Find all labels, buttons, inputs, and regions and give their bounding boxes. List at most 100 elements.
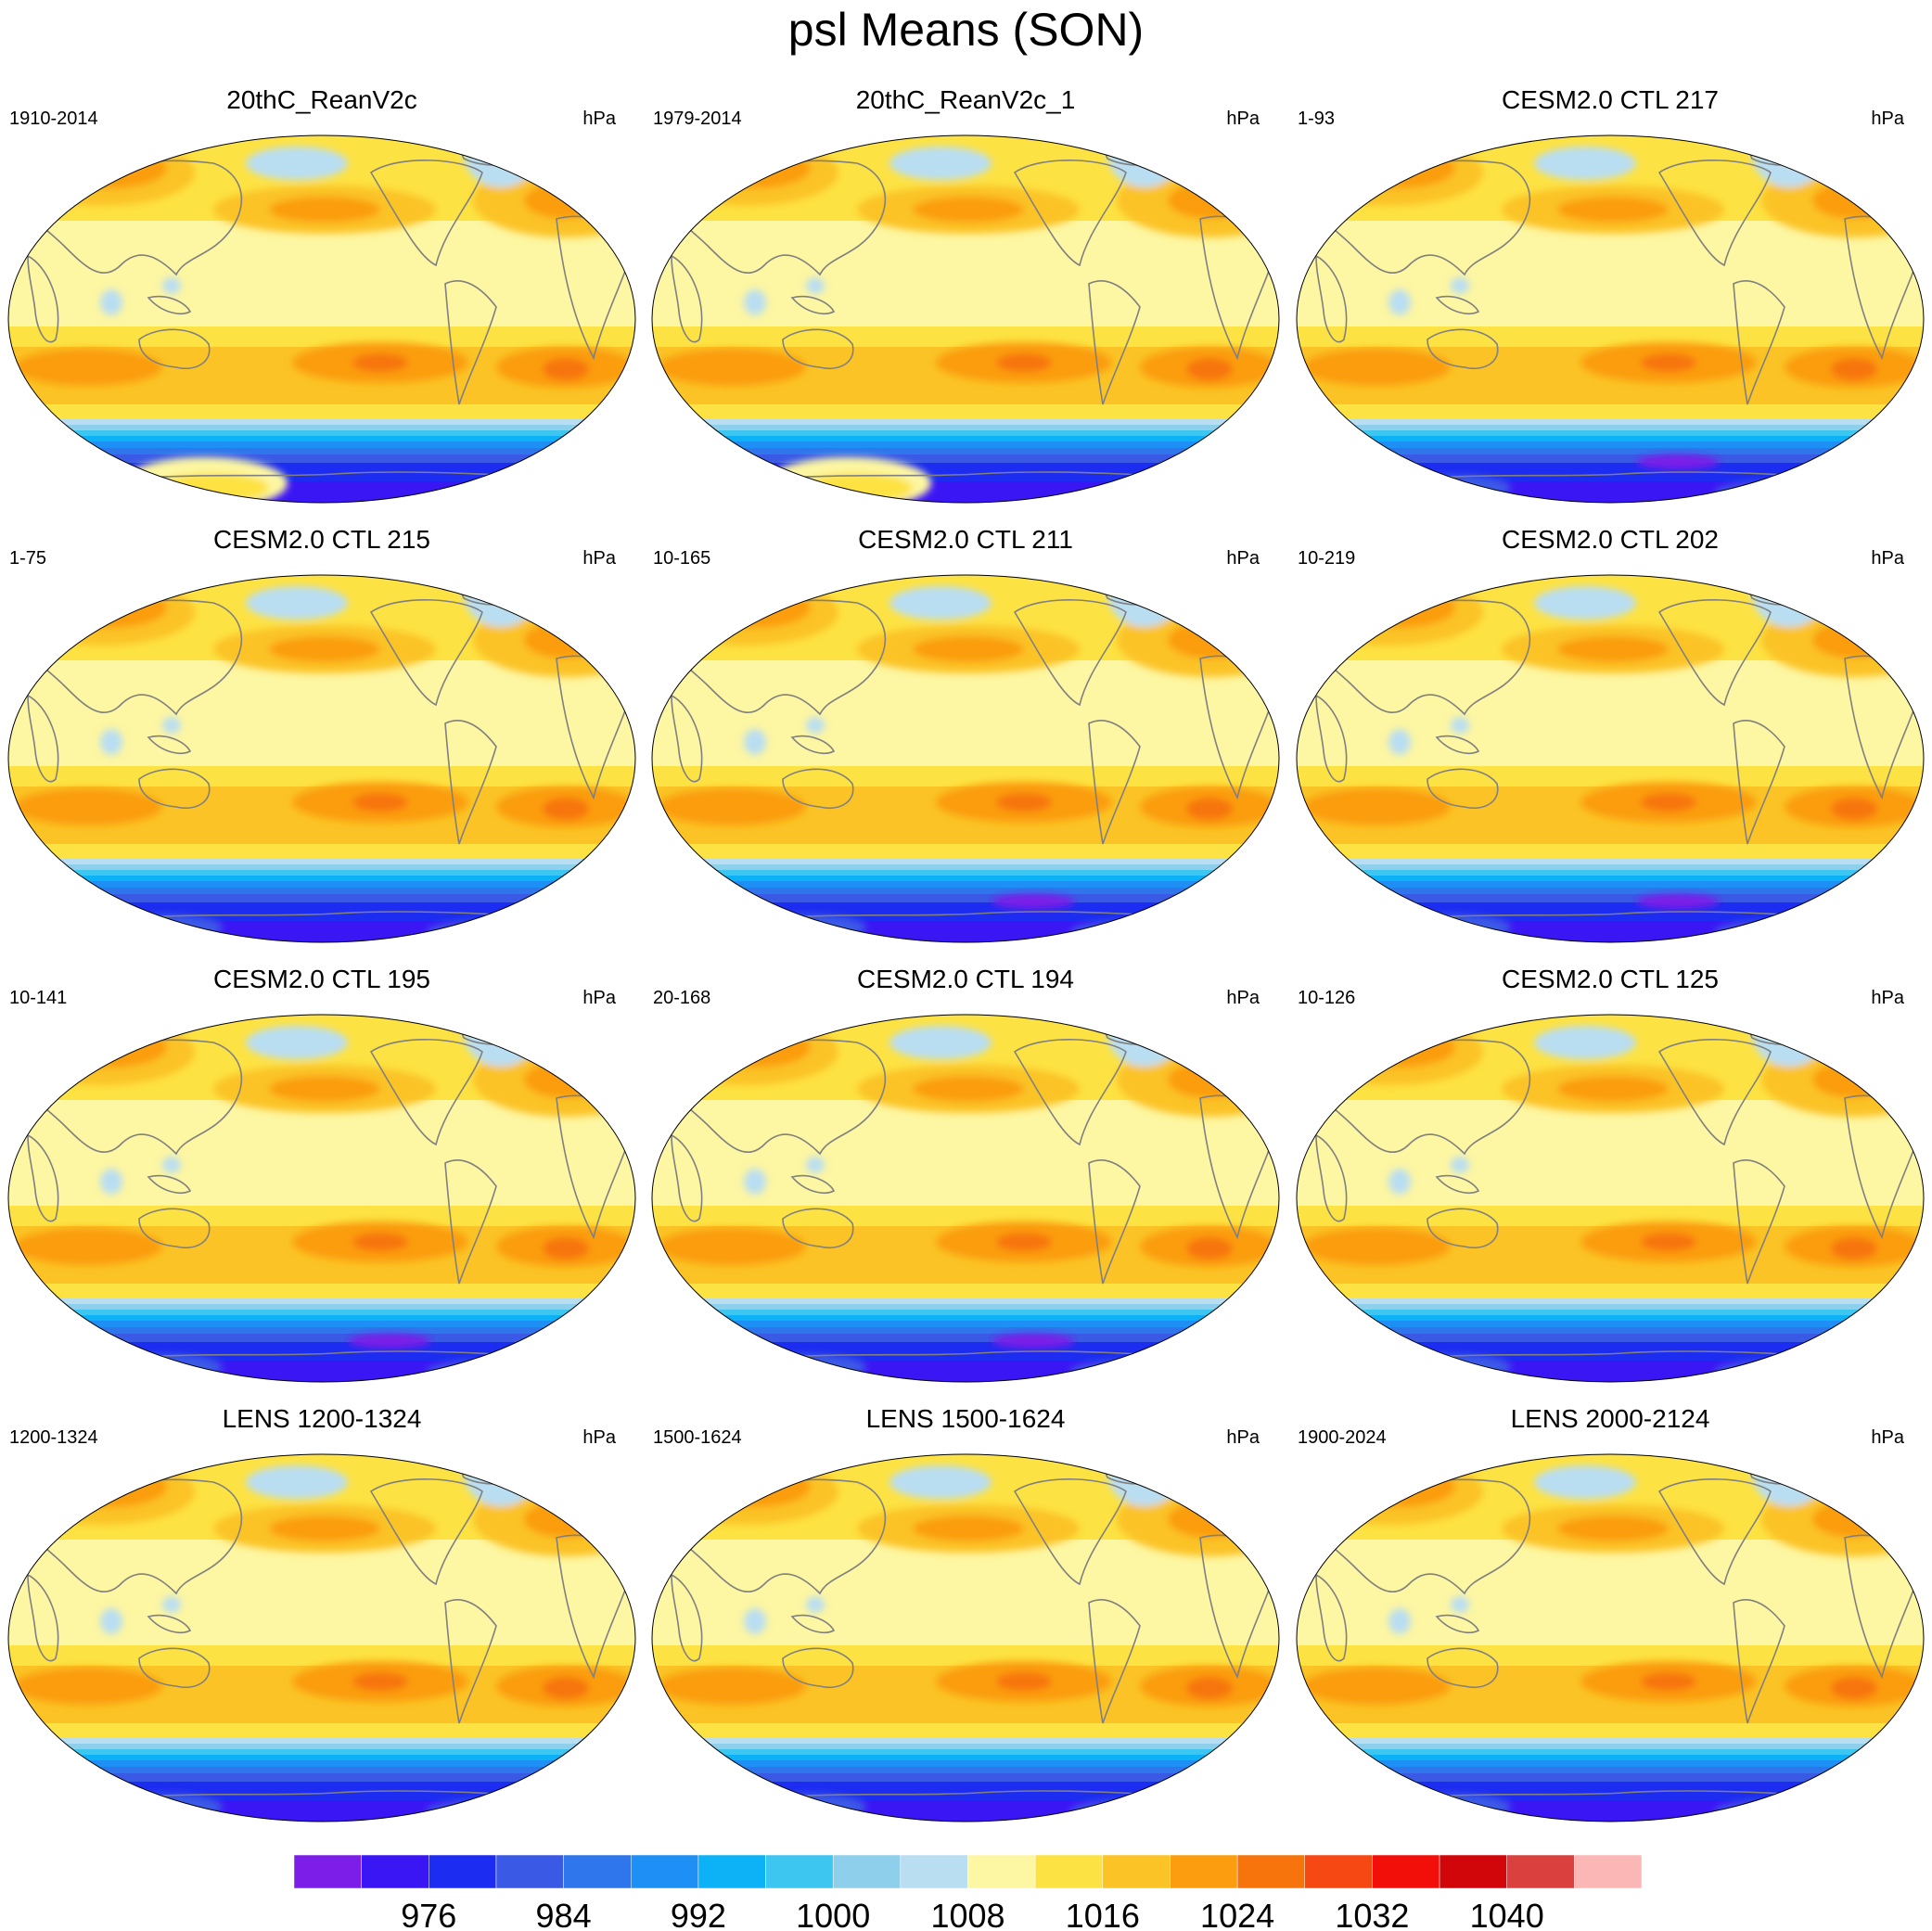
psl-high-sindian [658, 1668, 806, 1705]
psl-low-tropical [806, 717, 825, 734]
psl-low-icelandic [1107, 575, 1182, 627]
panel-period-label: 10-126 [1298, 988, 1356, 1008]
psl-low-aleutian [889, 147, 992, 180]
psl-band-subpolar [8, 876, 635, 881]
psl-band-subpolar [1297, 921, 1924, 942]
psl-band-subpolar [1297, 1782, 1924, 1800]
coastline [1657, 599, 1772, 707]
psl-high-siberia [56, 587, 167, 628]
psl-band-subpolar [1297, 1342, 1924, 1361]
coastline [1306, 599, 1531, 716]
coastline [444, 280, 497, 405]
colorbar-tick-label: 976 [401, 1897, 456, 1931]
psl-band-subpolar [8, 894, 635, 902]
map-frame [7, 574, 636, 943]
psl-band-subpolar [8, 1744, 635, 1749]
colorbar-swatch [631, 1854, 699, 1889]
panel-period-label: 1-93 [1298, 109, 1336, 129]
psl-high-sindian [14, 1668, 162, 1705]
psl-band-subpolar [1297, 1744, 1924, 1749]
psl-band-subpolar [8, 902, 635, 921]
colorbar-swatch [429, 1854, 497, 1889]
coastline [782, 1647, 854, 1688]
psl-band-subpolar [652, 1782, 1279, 1800]
coastline [1088, 1159, 1141, 1285]
psl-high-spacific-core [1641, 1672, 1696, 1691]
coastline [1306, 160, 1531, 276]
coastline [1741, 1454, 1818, 1485]
coastline [138, 1647, 211, 1688]
coastline [661, 599, 887, 716]
psl-low-tropical [806, 277, 825, 294]
psl-band-subpolar [652, 1744, 1279, 1749]
colorbar-tick-label: 1000 [796, 1897, 870, 1931]
psl-band-subpolar [652, 859, 1279, 864]
psl-low-aleutian [246, 586, 348, 620]
coastline [790, 735, 836, 754]
colorbar-swatch [1372, 1854, 1440, 1889]
coastline [671, 1573, 703, 1662]
psl-high-eurasia [653, 1458, 838, 1525]
psl-high-satlantic-core [1186, 1237, 1233, 1260]
psl-high-satlantic-core [1831, 1677, 1877, 1699]
psl-band-subpolar [652, 441, 1279, 448]
coastline [27, 254, 59, 343]
psl-antarctic-patch [1070, 1800, 1182, 1822]
coastline [1435, 1174, 1480, 1194]
psl-high-eurasia [653, 1018, 838, 1085]
coastline [1657, 1478, 1772, 1586]
psl-band-subpolar [1297, 1334, 1924, 1342]
psl-band-subpolar [1297, 1755, 1924, 1760]
colorbar-swatch [765, 1854, 834, 1889]
coastline [1741, 135, 1818, 166]
map-frame [7, 1453, 636, 1822]
psl-low-aleutian [889, 1465, 992, 1499]
psl-high-siberia [1344, 147, 1455, 188]
coastline [369, 1039, 483, 1146]
colorbar-swatch [1170, 1854, 1238, 1889]
coastline [1427, 328, 1499, 369]
map-panel: CESM2.0 CTL 125 10-126 hPa [1288, 961, 1932, 1400]
psl-high-eurasia [9, 139, 195, 206]
panel-units-label: hPa [1226, 548, 1260, 569]
map-frame [651, 574, 1280, 943]
psl-map [1296, 1453, 1925, 1822]
psl-low-icelandic [464, 1015, 538, 1067]
map-frame [1296, 134, 1925, 504]
map-panel: 20thC_ReanV2c_1 1979-2014 hPa [644, 82, 1287, 521]
psl-band-subpolar [652, 1310, 1279, 1315]
psl-band-subpolar [8, 1298, 635, 1304]
colorbar-swatch [1506, 1854, 1575, 1889]
psl-band-subpolar [8, 1334, 635, 1342]
psl-low-aleutian [889, 586, 992, 620]
coastline [1315, 1133, 1348, 1222]
map-panel: LENS 1200-1324 1200-1324 hPa [0, 1400, 644, 1840]
psl-high-spacific-core [1641, 353, 1696, 372]
map-panel: LENS 1500-1624 1500-1624 hPa [644, 1400, 1287, 1840]
psl-high-npacific-core [269, 197, 380, 223]
psl-high-npacific-core [269, 1076, 380, 1102]
coastline [369, 599, 483, 707]
psl-high-siberia [56, 147, 167, 188]
panel-title: CESM2.0 CTL 194 [857, 965, 1074, 993]
psl-band-subpolar [8, 864, 635, 870]
panel-title: CESM2.0 CTL 195 [213, 965, 430, 993]
psl-band-subpolar [1297, 1327, 1924, 1334]
psl-high-sindian [14, 349, 162, 386]
panel-period-label: 10-165 [653, 548, 711, 569]
coastline [138, 328, 211, 369]
colorbar-tick-label: 1032 [1335, 1897, 1409, 1931]
panel-period-label: 1-75 [9, 548, 47, 569]
psl-high-sindian [658, 349, 806, 386]
map-frame [1296, 1453, 1925, 1822]
psl-antarctic-patch [1715, 481, 1826, 503]
psl-band-subpolar [1297, 881, 1924, 888]
psl-high-natlantic-core [1168, 1501, 1251, 1538]
coastline [1013, 1478, 1127, 1586]
coastline [147, 295, 192, 314]
psl-band-subpolar [8, 870, 635, 876]
psl-band-subpolar [8, 436, 635, 441]
panel-units-label: hPa [1226, 1427, 1260, 1448]
psl-high-npacific-core [913, 1515, 1024, 1541]
psl-band-subpolar [8, 881, 635, 888]
